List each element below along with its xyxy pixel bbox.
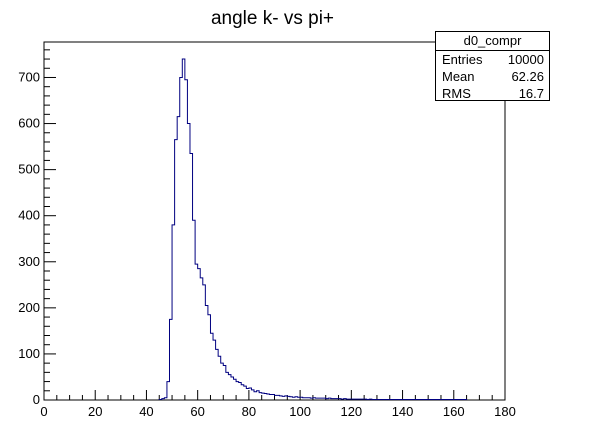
x-tick-label: 140 <box>392 404 414 419</box>
y-tick-label: 400 <box>18 208 40 223</box>
stats-row-entries: Entries 10000 <box>436 51 549 68</box>
stats-row-mean: Mean 62.26 <box>436 68 549 85</box>
x-tick-label: 160 <box>443 404 465 419</box>
y-tick-label: 700 <box>18 69 40 84</box>
x-tick-label: 180 <box>494 404 516 419</box>
y-tick-label: 200 <box>18 300 40 315</box>
stats-label: Entries <box>442 52 483 67</box>
x-tick-label: 100 <box>289 404 311 419</box>
stats-row-rms: RMS 16.7 <box>436 85 549 102</box>
stats-value: 10000 <box>507 52 544 67</box>
stats-label: RMS <box>442 86 471 101</box>
y-tick-label: 500 <box>18 162 40 177</box>
stats-box: d0_compr Entries 10000 Mean 62.26 RMS 16… <box>435 31 550 101</box>
x-tick-label: 0 <box>40 404 47 419</box>
chart-title: angle k- vs pi+ <box>210 8 335 29</box>
y-tick-label: 0 <box>33 392 40 407</box>
stats-label: Mean <box>442 69 475 84</box>
x-tick-label: 20 <box>88 404 102 419</box>
y-tick-label: 100 <box>18 346 40 361</box>
x-tick-label: 80 <box>242 404 256 419</box>
y-tick-label: 300 <box>18 254 40 269</box>
x-tick-label: 120 <box>340 404 362 419</box>
stats-name: d0_compr <box>436 32 549 51</box>
x-tick-label: 40 <box>139 404 153 419</box>
stats-value: 62.26 <box>511 69 544 84</box>
histogram-line <box>158 58 468 401</box>
stats-value: 16.7 <box>518 86 544 101</box>
y-tick-label: 600 <box>18 116 40 131</box>
x-tick-label: 60 <box>190 404 204 419</box>
